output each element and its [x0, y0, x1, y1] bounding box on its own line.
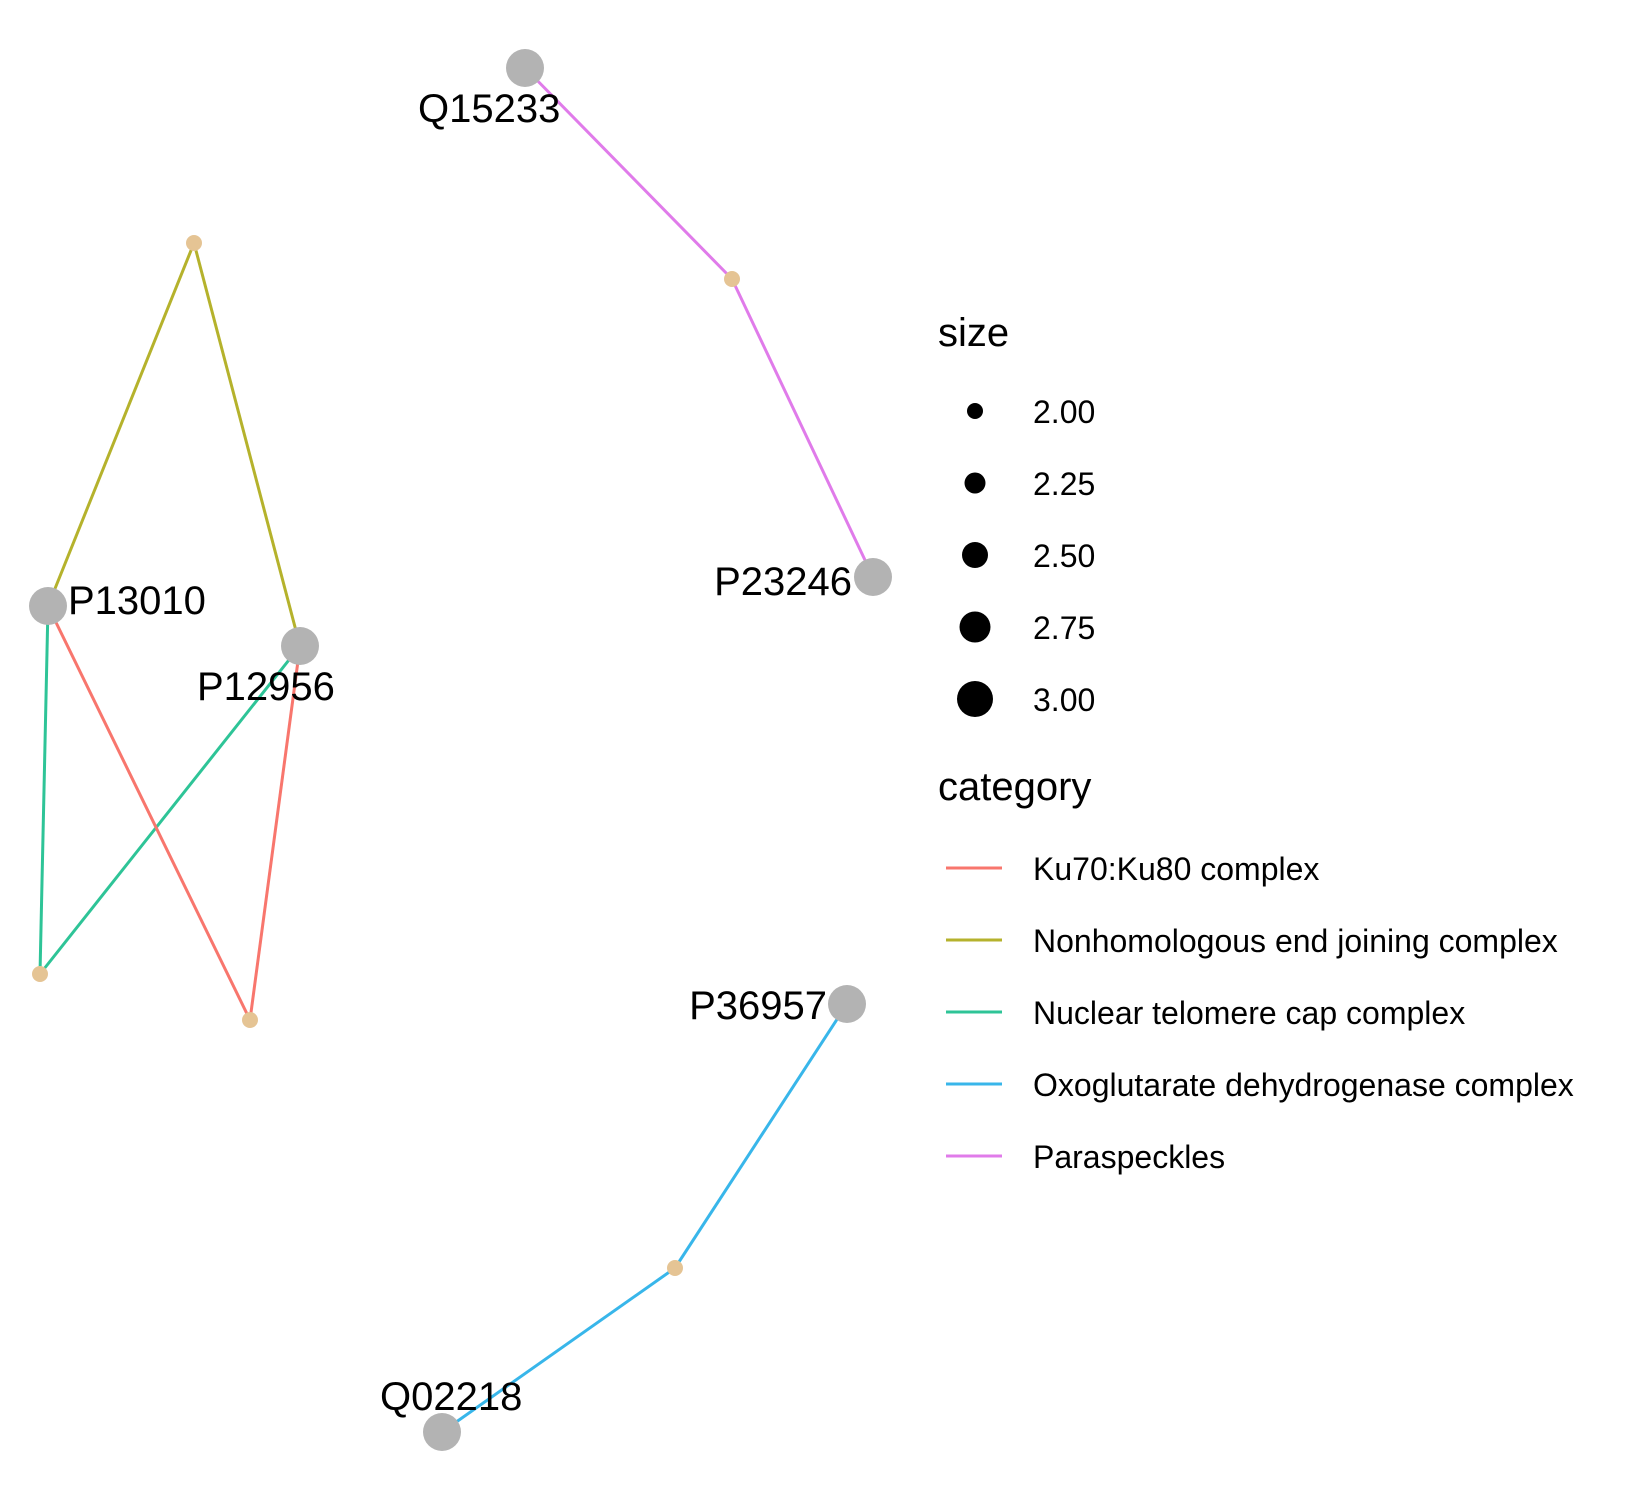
size-legend-title: size	[938, 311, 1009, 355]
protein-node-q15233	[506, 49, 544, 87]
edge-p12956-ku70ku80	[248, 645, 302, 1021]
protein-node-p23246	[854, 558, 892, 596]
edge-p13010-telomere	[38, 605, 50, 975]
category-node-telomere	[32, 966, 48, 982]
protein-node-p13010	[29, 587, 67, 625]
legend: size 2.00 2.25 2.50 2.75 3.00 category Ku70:…	[938, 311, 1574, 1175]
node-label-layer: Q15233 P23246 P13010 P12956 P36957 Q02218	[68, 87, 852, 1419]
size-legend-label-0: 2.00	[1033, 394, 1095, 430]
category-node-paraspeckles	[724, 271, 740, 287]
protein-label-p23246: P23246	[714, 560, 852, 604]
edge-layer	[38, 66, 875, 1434]
edge-p12956-nhej	[192, 242, 302, 647]
size-legend: 2.00 2.25 2.50 2.75 3.00	[957, 394, 1095, 718]
category-node-nhej	[186, 235, 202, 251]
category-legend-label-oxoglutarate: Oxoglutarate dehydrogenase complex	[1033, 1067, 1574, 1103]
category-legend-label-nhej: Nonhomologous end joining complex	[1033, 923, 1558, 959]
category-legend-label-ku70ku80: Ku70:Ku80 complex	[1033, 851, 1319, 887]
edge-q15233-paraspeckles	[523, 66, 734, 281]
protein-node-p12956	[281, 627, 319, 665]
size-legend-label-3: 2.75	[1033, 610, 1095, 646]
protein-label-p36957: P36957	[689, 984, 827, 1028]
category-legend-label-paraspeckles: Paraspeckles	[1033, 1139, 1225, 1175]
category-legend-label-telomere: Nuclear telomere cap complex	[1033, 995, 1465, 1031]
size-legend-label-4: 3.00	[1033, 682, 1095, 718]
size-legend-key-0	[967, 403, 983, 419]
protein-node-q02218	[423, 1413, 461, 1451]
edge-p23246-paraspeckles	[730, 278, 875, 578]
category-node-ku70ku80	[242, 1012, 258, 1028]
size-legend-key-4	[957, 681, 993, 717]
protein-node-p36957	[828, 985, 866, 1023]
category-legend: Ku70:Ku80 complex Nonhomologous end joini…	[946, 851, 1574, 1175]
edge-p12956-telomere	[38, 645, 302, 975]
category-legend-title: category	[938, 765, 1091, 809]
protein-label-q15233: Q15233	[418, 87, 560, 131]
category-node-layer	[32, 235, 740, 1276]
edge-p36957-oxoglutarate	[673, 1003, 849, 1269]
protein-label-q02218: Q02218	[380, 1375, 522, 1419]
category-node-oxoglutarate	[667, 1260, 683, 1276]
size-legend-key-2	[962, 542, 988, 568]
protein-label-p13010: P13010	[68, 579, 206, 623]
edge-q02218-oxoglutarate	[441, 1266, 676, 1434]
size-legend-label-1: 2.25	[1033, 466, 1095, 502]
protein-label-p12956: P12956	[197, 665, 335, 709]
edge-p13010-nhej	[46, 242, 196, 607]
size-legend-key-1	[964, 472, 986, 494]
size-legend-label-2: 2.50	[1033, 538, 1095, 574]
edge-p13010-ku70ku80	[46, 605, 252, 1021]
size-legend-key-3	[959, 611, 991, 643]
protein-node-layer	[29, 49, 892, 1451]
